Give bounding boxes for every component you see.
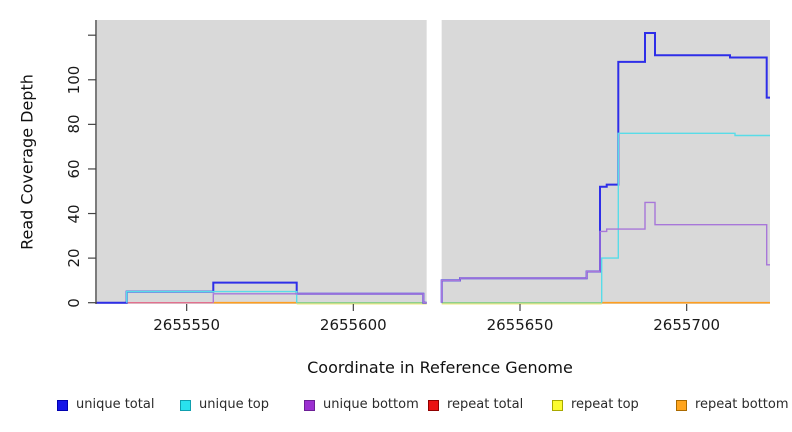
repeat-bottom-swatch-icon	[676, 399, 687, 411]
y-tick-label: 60	[65, 159, 83, 179]
legend-item-unique-bottom: unique bottom	[304, 398, 419, 412]
unique-top-swatch-icon	[180, 399, 191, 411]
y-tick-label: 20	[65, 248, 83, 268]
y-axis-label: Read Coverage Depth	[17, 74, 37, 250]
legend-item-repeat-total: repeat total	[428, 398, 523, 412]
no-data-gap	[426, 19, 442, 305]
y-tick-label: 80	[65, 114, 83, 134]
legend-item-unique-total: unique total	[57, 398, 154, 412]
unique-bottom-swatch-icon	[304, 399, 315, 411]
x-tick-label: 2655700	[653, 316, 721, 334]
repeat-total-swatch-icon	[428, 399, 439, 411]
repeat-top-swatch-icon	[552, 399, 563, 411]
x-axis-label: Coordinate in Reference Genome	[307, 358, 573, 377]
legend-label: repeat total	[447, 397, 524, 412]
unique-total-swatch-icon	[57, 399, 68, 411]
legend-item-repeat-top: repeat top	[552, 398, 639, 412]
series-line-unique-top	[601, 132, 770, 303]
legend-label: repeat top	[571, 397, 639, 412]
legend-item-repeat-bottom: repeat bottom	[676, 398, 789, 412]
legend-label: unique top	[199, 397, 270, 412]
y-tick-label: 0	[65, 297, 83, 308]
legend-label: unique bottom	[323, 397, 419, 412]
y-tick-label: 40	[65, 203, 83, 224]
x-tick-label: 2655550	[153, 316, 221, 334]
legend-label: repeat bottom	[695, 397, 789, 412]
series-line-unique-bottom	[441, 201, 770, 303]
series-line-unique-bottom	[212, 293, 427, 304]
x-tick-label: 2655650	[486, 316, 554, 334]
y-tick-label: 100	[65, 65, 83, 95]
x-tick-label: 2655600	[319, 316, 387, 334]
legend-item-unique-top: unique top	[180, 398, 269, 412]
series-line-unique-top	[126, 290, 298, 303]
legend-label: unique total	[76, 397, 155, 412]
